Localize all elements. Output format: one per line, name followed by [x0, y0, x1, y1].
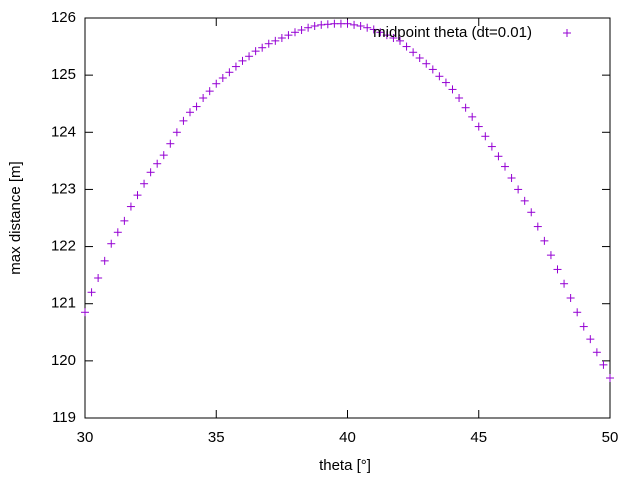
data-point [146, 168, 155, 177]
data-point [448, 85, 457, 94]
x-tick-label: 35 [208, 429, 225, 446]
y-tick-label: 123 [51, 180, 76, 197]
data-point [140, 179, 149, 188]
data-point [343, 19, 352, 28]
data-point [487, 142, 496, 151]
data-point [225, 68, 234, 77]
y-tick-label: 119 [52, 409, 76, 426]
data-point [258, 43, 267, 52]
data-point [271, 36, 280, 45]
data-point [199, 94, 208, 102]
data-point [264, 39, 273, 48]
data-point [179, 116, 188, 125]
data-point [468, 112, 477, 121]
data-point [566, 294, 575, 302]
data-point [382, 31, 391, 40]
data-point [231, 62, 240, 71]
data-point [494, 152, 503, 161]
data-point [527, 208, 536, 217]
x-tick-label: 30 [77, 429, 94, 446]
data-point [113, 228, 122, 237]
data-point [599, 360, 608, 369]
data-point [396, 36, 404, 45]
y-tick-label: 120 [51, 352, 76, 369]
data-point [415, 54, 424, 62]
data-point [402, 42, 411, 51]
x-tick-label: 40 [339, 429, 356, 446]
data-point [192, 102, 201, 111]
data-point [238, 56, 247, 65]
data-point [474, 122, 483, 131]
data-point [153, 159, 162, 168]
data-point [520, 196, 529, 205]
data-point [507, 174, 516, 182]
data-point [533, 222, 542, 231]
data-point [87, 288, 96, 297]
data-point [356, 22, 365, 30]
data-point [133, 191, 142, 200]
data-point [297, 26, 306, 34]
y-tick-label: 125 [51, 66, 76, 83]
data-point [317, 20, 326, 29]
data-point [428, 65, 437, 74]
data-point [461, 103, 470, 112]
data-point [218, 74, 227, 82]
x-tick-label: 50 [602, 429, 619, 446]
y-tick-label: 121 [51, 295, 76, 312]
data-point [573, 308, 582, 317]
data-point [586, 335, 595, 344]
data-point [120, 216, 129, 225]
legend-marker [563, 29, 571, 37]
data-point [422, 59, 431, 68]
data-point [409, 48, 418, 57]
data-point [606, 374, 614, 382]
data-point [560, 279, 569, 288]
data-point [291, 28, 299, 37]
y-tick-label: 122 [51, 238, 76, 255]
x-axis-label: theta [°] [319, 457, 371, 474]
data-point [81, 308, 89, 317]
data-point [441, 78, 450, 87]
data-point [186, 108, 194, 117]
data-point [126, 202, 135, 211]
data-point [363, 23, 372, 32]
y-tick-label: 126 [51, 9, 76, 26]
data-point [350, 20, 359, 29]
data-point [376, 28, 385, 37]
data-point [172, 128, 181, 137]
data-point [245, 52, 254, 61]
y-tick-label: 124 [51, 123, 76, 140]
data-point [455, 94, 464, 102]
data-point [159, 151, 168, 160]
data-point [205, 87, 214, 96]
data-point [94, 274, 103, 282]
data-point [310, 22, 319, 30]
data-point [107, 239, 116, 248]
data-point [277, 34, 286, 42]
data-point [481, 132, 490, 141]
data-point [323, 20, 332, 29]
data-point [553, 265, 562, 274]
data-point [389, 34, 398, 42]
data-point [579, 322, 588, 331]
data-point [369, 25, 378, 34]
data-point [212, 79, 221, 88]
data-point [435, 72, 444, 81]
data-point [514, 185, 523, 194]
legend-label: midpoint theta (dt=0.01) [373, 24, 532, 41]
data-point [540, 236, 549, 245]
x-tick-label: 45 [470, 429, 487, 446]
data-point [251, 47, 260, 56]
data-point [284, 31, 293, 40]
data-point [304, 23, 313, 32]
plot-frame [84, 17, 611, 419]
data-point [546, 251, 555, 260]
y-axis-label: max distance [m] [7, 161, 24, 274]
data-point [501, 162, 509, 171]
data-point [592, 348, 601, 357]
data-point [166, 139, 175, 148]
data-point [100, 256, 109, 265]
